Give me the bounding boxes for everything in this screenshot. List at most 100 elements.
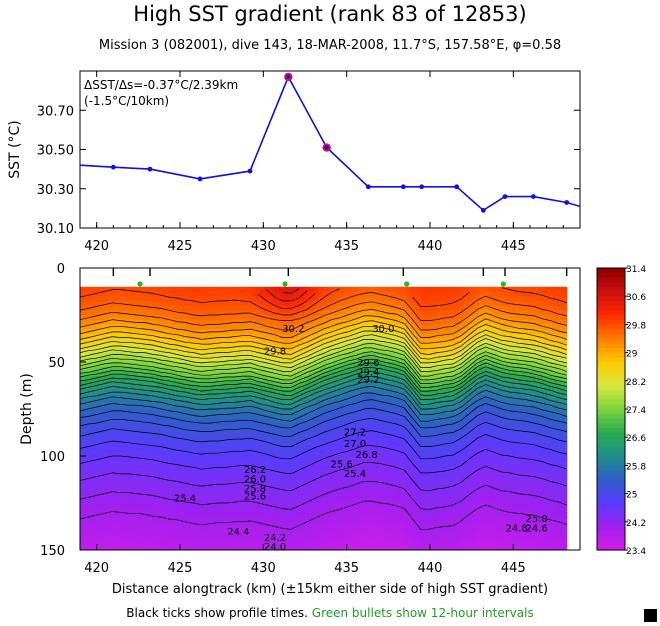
heatmap-cell: [279, 493, 285, 499]
heatmap-cell: [410, 333, 417, 340]
heatmap-cell: [201, 310, 208, 316]
heatmap-cell: [172, 531, 178, 537]
heatmap-cell: [376, 432, 383, 438]
heatmap-cell: [191, 409, 198, 415]
heatmap-cell: [264, 460, 271, 466]
heatmap-cell: [206, 390, 212, 396]
heatmap-cell: [109, 385, 115, 391]
heatmap-cell: [415, 418, 422, 424]
heatmap-cell: [459, 465, 466, 471]
heatmap-cell: [177, 484, 183, 490]
heatmap-cell: [196, 362, 203, 368]
heatmap-cell: [323, 385, 329, 391]
heatmap-cell: [255, 545, 261, 550]
heatmap-cell: [157, 446, 164, 452]
heatmap-cell: [498, 300, 504, 307]
heatmap-cell: [196, 484, 203, 490]
heatmap-cell: [245, 286, 251, 293]
heatmap-cell: [420, 517, 427, 523]
heatmap-cell: [464, 352, 470, 358]
heatmap-cell: [381, 441, 388, 448]
heatmap-cell: [153, 385, 159, 391]
heatmap-cell: [162, 470, 169, 476]
heatmap-cell: [269, 465, 276, 471]
heatmap-cell: [483, 418, 490, 424]
heatmap-cell: [201, 540, 208, 546]
heatmap-cell: [172, 338, 178, 344]
heatmap-cell: [445, 493, 451, 499]
heatmap-cell: [318, 488, 324, 495]
heatmap-cell: [333, 357, 339, 363]
heatmap-cell: [153, 399, 159, 405]
heatmap-cell: [440, 512, 446, 518]
heatmap-cell: [201, 460, 208, 466]
heatmap-cell: [196, 300, 203, 307]
heatmap-cell: [488, 423, 495, 429]
heatmap-cell: [109, 474, 115, 481]
heatmap-cell: [483, 404, 490, 410]
heatmap-cell: [493, 488, 500, 495]
heatmap-cell: [454, 409, 461, 415]
heatmap-cell: [498, 460, 504, 466]
heatmap-cell: [372, 380, 378, 387]
heatmap-cell: [333, 526, 339, 532]
heatmap-cell: [474, 343, 480, 349]
heatmap-cell: [177, 488, 183, 495]
heatmap-cell: [230, 376, 237, 382]
heatmap-cell: [483, 488, 490, 495]
heatmap-cell: [313, 465, 320, 471]
heatmap-cell: [206, 338, 212, 344]
heatmap-cell: [157, 390, 164, 396]
heatmap-cell: [474, 460, 480, 466]
heatmap-cell: [488, 366, 495, 372]
heatmap-cell: [206, 413, 212, 419]
heatmap-cell: [299, 507, 305, 513]
heatmap-cell: [498, 319, 504, 325]
heatmap-cell: [284, 540, 290, 546]
heatmap-cell: [503, 441, 509, 448]
heatmap-cell: [352, 343, 358, 349]
heatmap-cell: [187, 474, 193, 481]
heatmap-cell: [84, 507, 91, 513]
heatmap-cell: [401, 305, 407, 311]
heatmap-cell: [328, 291, 334, 297]
heatmap-cell: [172, 540, 178, 546]
heatmap-cell: [123, 531, 130, 537]
heatmap-cell: [255, 526, 261, 532]
heatmap-cell: [342, 380, 349, 387]
heatmap-cell: [191, 347, 198, 354]
heatmap-cell: [479, 521, 485, 528]
heatmap-cell: [187, 376, 193, 382]
heatmap-cell: [294, 465, 300, 471]
heatmap-cell: [337, 329, 344, 335]
heatmap-cell: [162, 437, 169, 443]
heatmap-cell: [211, 503, 217, 509]
heatmap-cell: [391, 474, 397, 481]
heatmap-cell: [508, 521, 514, 528]
heatmap-cell: [396, 315, 402, 321]
heatmap-cell: [474, 352, 480, 358]
heatmap-cell: [250, 305, 256, 311]
heatmap-cell: [303, 503, 310, 509]
heatmap-cell: [318, 446, 324, 452]
heatmap-cell: [104, 399, 110, 405]
heatmap-cell: [133, 521, 139, 528]
heatmap-cell: [488, 418, 495, 424]
heatmap-cell: [80, 479, 86, 485]
heatmap-cell: [80, 291, 86, 297]
heatmap-cell: [182, 545, 188, 550]
heatmap-cell: [493, 338, 500, 344]
heatmap-cell: [435, 315, 441, 321]
heatmap-cell: [128, 291, 135, 297]
heatmap-cell: [269, 371, 276, 377]
heatmap-cell: [449, 390, 456, 396]
heatmap-cell: [410, 329, 417, 335]
heatmap-cell: [362, 470, 368, 476]
heatmap-cell: [80, 343, 86, 349]
heatmap-cell: [299, 310, 305, 316]
heatmap-cell: [123, 329, 130, 335]
heatmap-cell: [269, 376, 276, 382]
heatmap-cell: [123, 366, 130, 372]
heatmap-cell: [143, 540, 149, 546]
heatmap-cell: [245, 324, 251, 330]
